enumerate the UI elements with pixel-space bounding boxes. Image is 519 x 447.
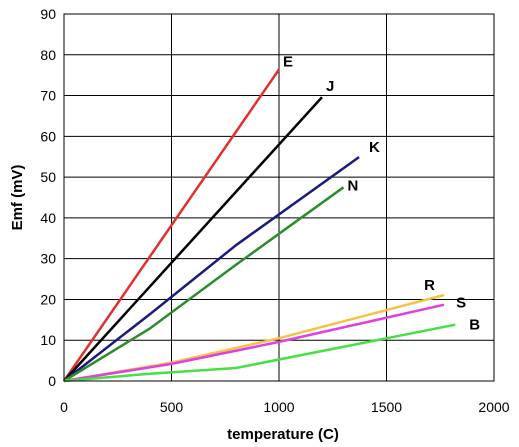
- y-axis-ticks: 0 10 20 30 40 50 60 70 80 90: [40, 6, 56, 389]
- y-tick-label: 40: [40, 210, 56, 226]
- y-axis-title: Emf (mV): [9, 165, 26, 231]
- series-label-s: S: [456, 295, 466, 312]
- x-tick-label: 1500: [371, 399, 402, 415]
- series-lines: [62, 68, 456, 383]
- x-axis-ticks: 0 500 1000 1500 2000: [60, 399, 510, 415]
- plot-frame: [63, 13, 495, 382]
- y-tick-label: 30: [40, 251, 56, 267]
- y-tick-label: 20: [40, 291, 56, 307]
- series-label-j: J: [326, 78, 334, 95]
- series-line-b: [63, 323, 456, 383]
- grid: [63, 13, 495, 382]
- series-line-s: [63, 303, 445, 383]
- series-label-b: B: [469, 317, 480, 334]
- x-tick-label: 2000: [478, 399, 509, 415]
- y-tick-label: 70: [40, 88, 56, 104]
- series-line-j: [63, 96, 323, 382]
- y-tick-label: 80: [40, 47, 56, 63]
- y-tick-label: 0: [48, 373, 56, 389]
- x-axis-title: temperature (C): [227, 426, 339, 443]
- series-line-k: [63, 156, 360, 382]
- series-label-n: N: [348, 177, 359, 194]
- series-label-e: E: [283, 53, 293, 70]
- x-tick-label: 0: [60, 399, 68, 415]
- y-tick-label: 50: [40, 169, 56, 185]
- series-labels: E J K N R SB: [283, 53, 480, 333]
- series-line-n: [63, 186, 345, 383]
- series-line-e: [62, 68, 281, 382]
- y-tick-label: 90: [40, 6, 56, 22]
- x-tick-label: 1000: [263, 399, 294, 415]
- x-tick-label: 500: [160, 399, 184, 415]
- series-label-r: R: [424, 277, 435, 294]
- y-tick-label: 10: [40, 332, 56, 348]
- series-label-k: K: [369, 139, 380, 156]
- y-tick-label: 60: [40, 128, 56, 144]
